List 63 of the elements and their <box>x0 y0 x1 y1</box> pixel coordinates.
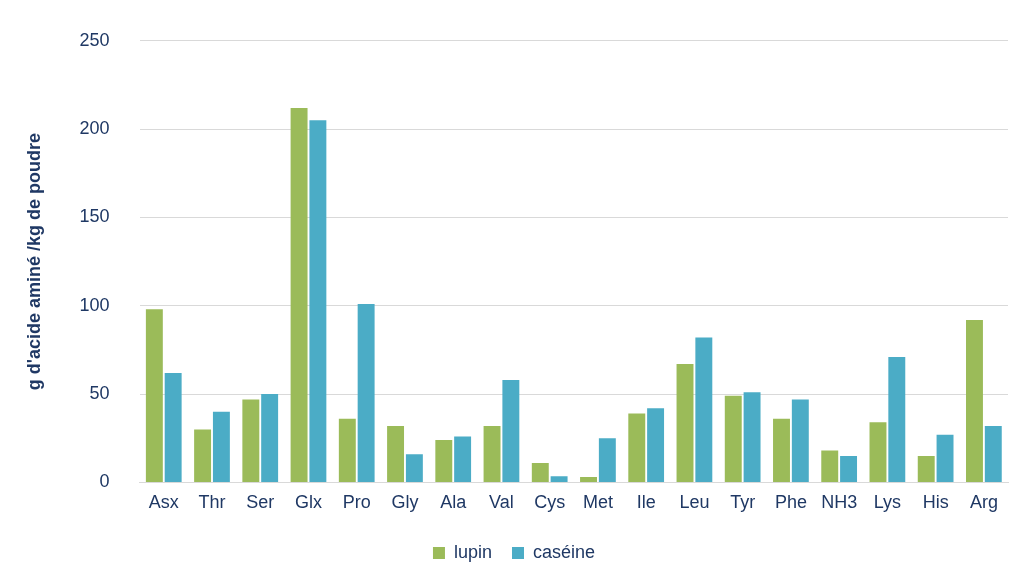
bar <box>695 337 713 482</box>
bar <box>194 429 212 482</box>
y-tick-label: 0 <box>99 471 110 492</box>
bar <box>966 319 983 482</box>
bar <box>647 408 665 482</box>
y-tick-label: 150 <box>79 206 110 227</box>
x-tick-label: Phe <box>774 492 807 513</box>
x-tick-label: Met <box>582 492 613 513</box>
bar <box>483 425 501 482</box>
x-tick-label: Tyr <box>730 492 756 513</box>
bar <box>454 436 472 482</box>
x-tick-label: Pro <box>342 492 371 513</box>
bar <box>405 454 423 482</box>
bar <box>550 476 568 482</box>
x-tick-label: NH3 <box>821 492 858 513</box>
bar <box>676 364 694 482</box>
bar <box>724 395 742 482</box>
bar <box>821 450 839 482</box>
x-tick-label: Val <box>489 492 514 513</box>
bar <box>357 303 375 482</box>
x-tick-label: Lys <box>873 492 902 513</box>
y-tick-label: 50 <box>89 383 110 404</box>
legend-label: caséine <box>532 541 596 562</box>
x-tick-label: Arg <box>969 492 998 513</box>
bar <box>261 394 279 482</box>
bar <box>869 422 887 482</box>
bar <box>290 107 308 482</box>
bar <box>580 477 597 482</box>
x-tick-label: His <box>922 492 949 513</box>
x-tick-label: Ile <box>636 492 656 513</box>
legend-label: lupin <box>453 541 492 562</box>
y-axis-title: g d'acide aminé /kg de poudre <box>23 132 44 391</box>
bar <box>387 425 405 482</box>
y-tick-label: 250 <box>79 29 110 50</box>
bar <box>338 418 356 482</box>
bar <box>984 425 1002 482</box>
x-tick-label: Thr <box>198 492 226 513</box>
bar <box>309 120 327 482</box>
bar <box>502 379 520 482</box>
bar <box>791 399 809 482</box>
x-tick-label: Ala <box>440 492 468 513</box>
bar <box>743 392 761 482</box>
bar <box>242 399 260 482</box>
x-tick-label: Glx <box>294 492 322 513</box>
x-tick-label: Leu <box>679 492 710 513</box>
bar <box>888 356 906 482</box>
x-tick-label: Asx <box>148 492 179 513</box>
bar <box>840 455 858 482</box>
bar <box>212 411 230 482</box>
bar <box>628 413 646 482</box>
bar <box>164 372 182 482</box>
x-tick-label: Cys <box>534 492 566 513</box>
bar <box>917 455 935 482</box>
x-tick-label: Ser <box>246 492 275 513</box>
bar <box>145 309 163 482</box>
bar <box>598 438 616 482</box>
x-tick-label: Gly <box>391 492 419 513</box>
y-tick-label: 200 <box>79 118 110 139</box>
bar <box>773 418 790 482</box>
y-tick-label: 100 <box>79 294 110 315</box>
bar <box>936 434 954 482</box>
bar <box>531 462 549 482</box>
bar <box>435 440 453 482</box>
